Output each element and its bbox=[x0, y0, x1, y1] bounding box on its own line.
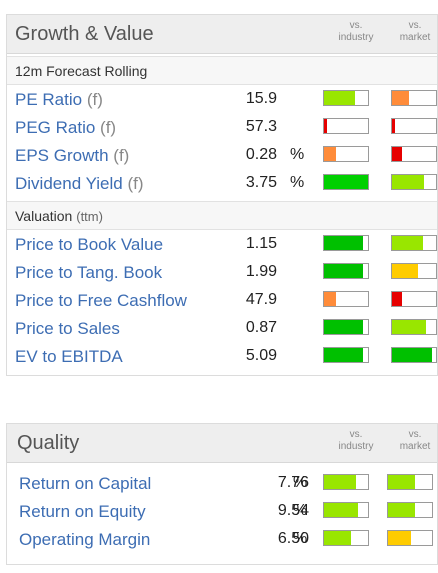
col-header-market: vs. market bbox=[399, 429, 431, 452]
metric-value: 1.99 bbox=[245, 263, 277, 280]
col-header-market: vs. market bbox=[399, 20, 431, 43]
metric-link[interactable]: EV to EBITDA bbox=[15, 347, 123, 366]
industry-rating-bar bbox=[323, 90, 369, 106]
metric-row-ev-to-ebitda[interactable]: EV to EBITDA 5.09 bbox=[7, 343, 437, 371]
metric-row-peg-ratio[interactable]: PEG Ratio (f) 57.3 bbox=[7, 114, 437, 142]
industry-rating-bar bbox=[323, 347, 369, 363]
industry-rating-bar bbox=[323, 235, 369, 251]
metric-row-pe-ratio[interactable]: PE Ratio (f) 15.9 bbox=[7, 86, 437, 114]
section-title: 12m Forecast Rolling bbox=[15, 63, 148, 79]
col-header-industry: vs. industry bbox=[338, 20, 374, 43]
metric-link[interactable]: PEG Ratio (f) bbox=[15, 118, 117, 137]
col-header-industry: vs. industry bbox=[338, 429, 374, 452]
market-rating-bar bbox=[391, 118, 437, 134]
industry-rating-bar bbox=[323, 530, 369, 546]
industry-rating-bar bbox=[323, 319, 369, 335]
market-rating-bar bbox=[391, 174, 437, 190]
metric-value: 47.9 bbox=[245, 291, 277, 308]
industry-rating-bar bbox=[323, 174, 369, 190]
metric-link[interactable]: Dividend Yield (f) bbox=[15, 174, 144, 193]
metric-link[interactable]: Price to Free Cashflow bbox=[15, 291, 187, 310]
market-rating-bar bbox=[387, 474, 433, 490]
metric-row-return-on-capital[interactable]: Return on Capital 7.76 % bbox=[7, 470, 437, 498]
metric-row-price-to-tang-book[interactable]: Price to Tang. Book 1.99 bbox=[7, 259, 437, 287]
metric-value: 3.75 bbox=[245, 174, 277, 191]
market-rating-bar bbox=[391, 291, 437, 307]
industry-rating-bar bbox=[323, 474, 369, 490]
metric-value: 57.3 bbox=[245, 118, 277, 135]
market-rating-bar bbox=[387, 502, 433, 518]
metric-row-operating-margin[interactable]: Operating Margin 6.50 % bbox=[7, 526, 437, 554]
metric-link[interactable]: EPS Growth (f) bbox=[15, 146, 130, 165]
metric-link[interactable]: Return on Capital bbox=[19, 474, 152, 493]
metric-row-eps-growth[interactable]: EPS Growth (f) 0.28 % bbox=[7, 142, 437, 170]
market-rating-bar bbox=[391, 90, 437, 106]
metric-value: 0.87 bbox=[245, 319, 277, 336]
section-header-forecast: 12m Forecast Rolling bbox=[7, 56, 437, 85]
metric-row-return-on-equity[interactable]: Return on Equity 9.54 % bbox=[7, 498, 437, 526]
metric-row-dividend-yield[interactable]: Dividend Yield (f) 3.75 % bbox=[7, 170, 437, 198]
metric-value: 1.15 bbox=[245, 235, 277, 252]
industry-rating-bar bbox=[323, 118, 369, 134]
metric-value: 15.9 bbox=[245, 90, 277, 107]
industry-rating-bar bbox=[323, 263, 369, 279]
quality-panel: Quality vs. industry vs. market Return o… bbox=[6, 423, 438, 565]
section-header-valuation: Valuation (ttm) bbox=[7, 201, 437, 230]
metric-value: 0.28 bbox=[245, 146, 277, 163]
metric-row-price-to-sales[interactable]: Price to Sales 0.87 bbox=[7, 315, 437, 343]
metric-value: 6.50 bbox=[277, 530, 309, 547]
market-rating-bar bbox=[391, 347, 437, 363]
metric-row-price-to-book[interactable]: Price to Book Value 1.15 bbox=[7, 231, 437, 259]
metric-link[interactable]: PE Ratio (f) bbox=[15, 90, 103, 109]
industry-rating-bar bbox=[323, 146, 369, 162]
industry-rating-bar bbox=[323, 502, 369, 518]
growth-value-header: Growth & Value vs. industry vs. market bbox=[7, 15, 437, 54]
market-rating-bar bbox=[391, 235, 437, 251]
metric-unit: % bbox=[293, 502, 308, 519]
market-rating-bar bbox=[391, 146, 437, 162]
metric-link[interactable]: Price to Tang. Book bbox=[15, 263, 163, 282]
metric-unit: % bbox=[293, 474, 308, 491]
market-rating-bar bbox=[391, 319, 437, 335]
metric-row-price-to-fcf[interactable]: Price to Free Cashflow 47.9 bbox=[7, 287, 437, 315]
metric-value: 9.54 bbox=[277, 502, 309, 519]
industry-rating-bar bbox=[323, 291, 369, 307]
metric-link[interactable]: Price to Sales bbox=[15, 319, 120, 338]
quality-header: Quality vs. industry vs. market bbox=[7, 424, 437, 463]
metric-value: 7.76 bbox=[277, 474, 309, 491]
section-title: Valuation bbox=[15, 208, 73, 224]
metric-link[interactable]: Return on Equity bbox=[19, 502, 146, 521]
metric-unit: % bbox=[290, 174, 305, 191]
metric-unit: % bbox=[290, 146, 305, 163]
metric-value: 5.09 bbox=[245, 347, 277, 364]
market-rating-bar bbox=[387, 530, 433, 546]
metric-link[interactable]: Price to Book Value bbox=[15, 235, 164, 254]
growth-value-title: Growth & Value bbox=[15, 23, 154, 45]
section-title-suffix: (ttm) bbox=[76, 209, 103, 224]
quality-title: Quality bbox=[17, 432, 80, 454]
growth-value-panel: Growth & Value vs. industry vs. market 1… bbox=[6, 14, 438, 376]
metric-unit: % bbox=[293, 530, 308, 547]
market-rating-bar bbox=[391, 263, 437, 279]
metric-link[interactable]: Operating Margin bbox=[19, 530, 151, 549]
